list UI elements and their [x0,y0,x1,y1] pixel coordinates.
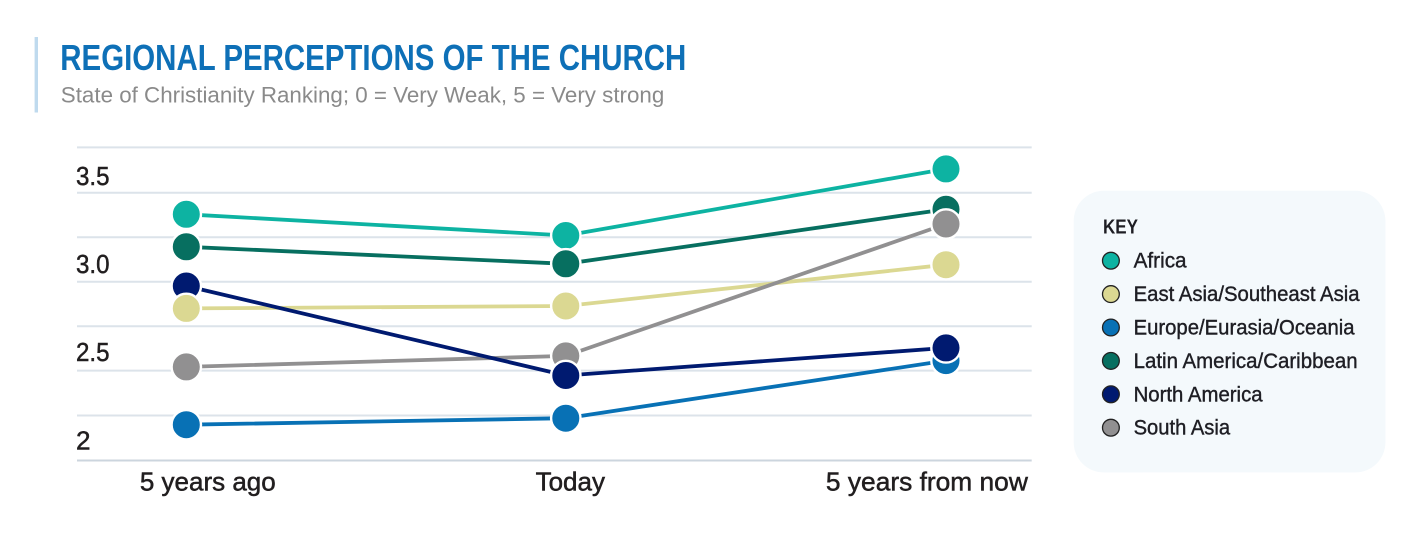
svg-text:KEY: KEY [1103,216,1139,238]
svg-text:South Asia: South Asia [1134,416,1231,440]
svg-text:Today: Today [536,466,605,496]
svg-text:2.5: 2.5 [76,337,110,367]
svg-text:5 years from now: 5 years from now [826,466,1028,496]
svg-text:5 years ago: 5 years ago [140,466,276,496]
svg-text:Europe/Eurasia/Oceania: Europe/Eurasia/Oceania [1134,316,1355,340]
svg-text:Latin America/Caribbean: Latin America/Caribbean [1134,349,1358,373]
svg-text:REGIONAL PERCEPTIONS OF THE CH: REGIONAL PERCEPTIONS OF THE CHURCH [60,37,686,78]
svg-text:3.5: 3.5 [76,161,110,191]
svg-text:East Asia/Southeast Asia: East Asia/Southeast Asia [1134,282,1360,306]
svg-text:State of Christianity Ranking;: State of Christianity Ranking; 0 = Very … [61,83,665,108]
svg-text:2: 2 [76,425,91,455]
svg-text:3.0: 3.0 [76,249,110,279]
svg-text:Africa: Africa [1134,249,1187,273]
svg-text:North America: North America [1134,382,1263,406]
